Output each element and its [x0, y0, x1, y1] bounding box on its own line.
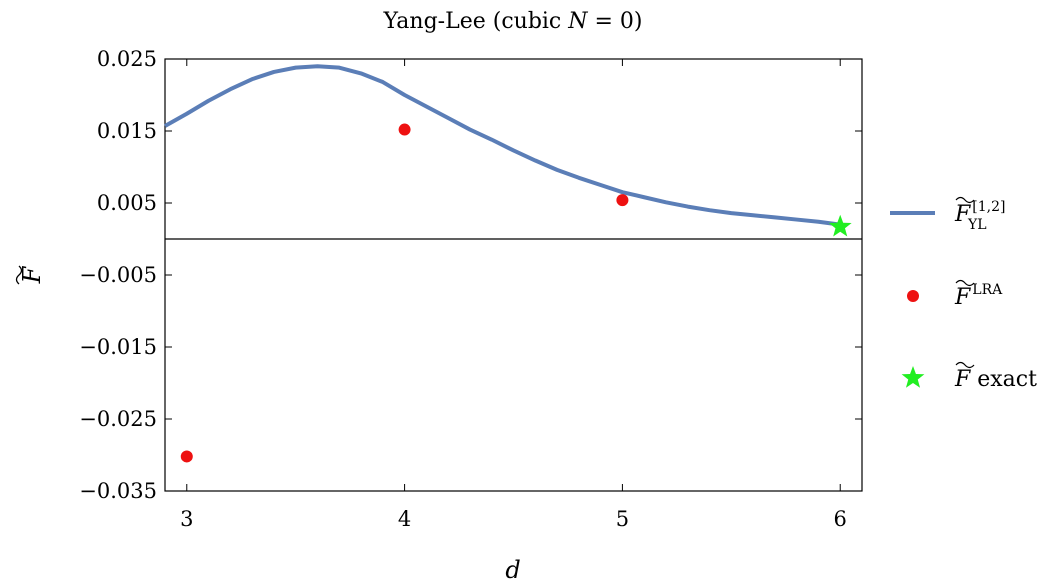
- legend-label-suffix: exact: [970, 367, 1037, 392]
- y-axis: 0.025 0.015 0.005 −0.005 −0.015 −0.025 −0.035: [79, 47, 862, 503]
- legend-label: F [1,2] YL: [954, 199, 1005, 233]
- y-axis-label-tilde: [15, 265, 23, 285]
- x-tick-label: 5: [616, 507, 629, 531]
- legend-item-1: F [1,2] YL: [890, 196, 1005, 233]
- legend-label-sub: YL: [967, 217, 987, 233]
- y-tick-label: −0.035: [79, 479, 157, 503]
- y-tick-label: 0.005: [97, 191, 157, 215]
- legend-label-base: F: [954, 202, 971, 227]
- data-point-exact: [828, 214, 852, 237]
- data-point-lra: [616, 194, 629, 207]
- y-axis-label-group: F: [15, 265, 46, 285]
- legend-swatch-dot: [907, 290, 919, 302]
- data-point-lra: [180, 450, 193, 463]
- x-axis: 3 4 5 6: [180, 59, 847, 531]
- legend-label-base: F: [954, 367, 971, 392]
- y-tick-label: 0.025: [97, 47, 157, 71]
- series-layer: [164, 64, 852, 463]
- legend-label-sup: [1,2]: [972, 199, 1005, 215]
- y-tick-label: −0.025: [79, 407, 157, 431]
- x-tick-label: 4: [398, 507, 411, 531]
- legend-item-2: F LRA: [907, 279, 1003, 310]
- chart-title-suffix: = 0): [588, 9, 643, 34]
- x-tick-label: 6: [834, 507, 847, 531]
- legend-tilde: [955, 196, 975, 204]
- chart-title-var: N: [567, 9, 588, 34]
- legend-label-sup: LRA: [972, 282, 1003, 298]
- y-tick-label: 0.015: [97, 119, 157, 143]
- chart-title-prefix: Yang-Lee (cubic: [382, 9, 568, 34]
- y-tick-label: −0.005: [79, 263, 157, 287]
- y-tick-label: −0.015: [79, 335, 157, 359]
- x-tick-label: 3: [180, 507, 193, 531]
- legend-swatch-star: [901, 366, 925, 388]
- legend-label: F LRA: [954, 282, 1003, 310]
- plot-frame: [164, 58, 863, 492]
- data-point-lra: [398, 123, 411, 136]
- legend-label-base: F: [954, 285, 971, 310]
- legend-item-3: F exact: [901, 361, 1037, 392]
- legend-tilde: [955, 361, 975, 369]
- legend-label: F exact: [954, 367, 1037, 392]
- legend-tilde: [955, 279, 975, 287]
- chart-title: Yang-Lee (cubic N = 0): [382, 9, 642, 34]
- x-axis-label: d: [505, 556, 520, 581]
- y-axis-label: F: [18, 265, 46, 284]
- series-line-yl: [164, 64, 841, 227]
